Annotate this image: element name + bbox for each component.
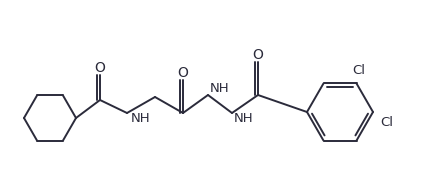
Text: O: O [94,61,106,75]
Text: O: O [253,48,263,62]
Text: O: O [178,66,188,80]
Text: NH: NH [131,112,151,124]
Text: Cl: Cl [352,64,365,77]
Text: NH: NH [234,112,254,124]
Text: NH: NH [210,81,230,94]
Text: Cl: Cl [381,116,393,128]
